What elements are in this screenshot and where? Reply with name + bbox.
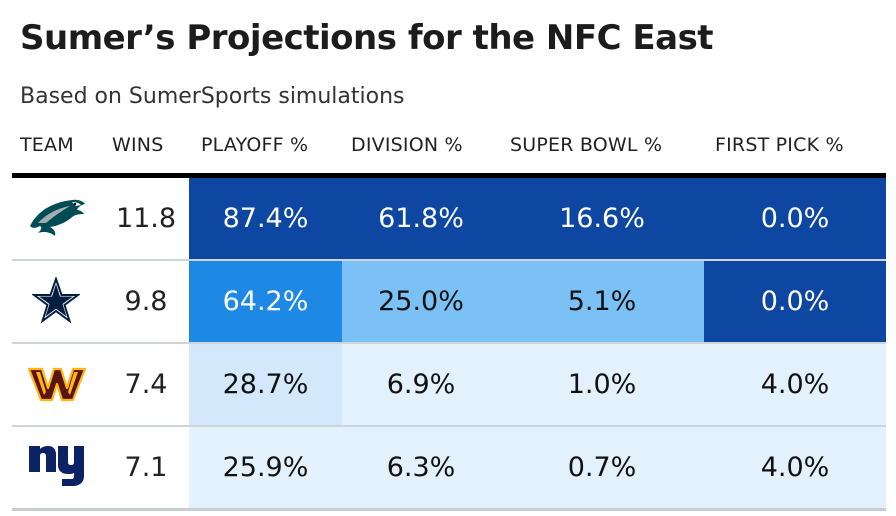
wins-cell: 7.1 <box>104 427 188 508</box>
playoff-cell: 64.2% <box>189 261 342 342</box>
division-cell: 6.9% <box>342 344 500 425</box>
wins-cell: 7.4 <box>104 344 188 425</box>
super-bowl-cell: 5.1% <box>500 261 704 342</box>
division-cell: 61.8% <box>342 178 500 259</box>
playoff-cell: 87.4% <box>189 178 342 259</box>
chart-subtitle: Based on SumerSports simulations <box>20 84 405 109</box>
chart-title: Sumer’s Projections for the NFC East <box>20 18 714 58</box>
table-row: 11.8 87.4% 61.8% 16.6% 0.0% <box>12 178 886 261</box>
wins-cell: 11.8 <box>104 178 188 259</box>
column-header-division: DIVISION % <box>351 134 463 156</box>
first-pick-cell: 4.0% <box>704 344 886 425</box>
column-header-wins: WINS <box>112 134 164 156</box>
cowboys-star-logo-icon <box>30 275 82 330</box>
row-divider <box>12 342 886 344</box>
column-header-first-pick: FIRST PICK % <box>715 134 844 156</box>
division-cell: 25.0% <box>342 261 500 342</box>
first-pick-cell: 4.0% <box>704 427 886 508</box>
column-header-team: TEAM <box>20 134 74 156</box>
first-pick-cell: 0.0% <box>704 178 886 259</box>
row-divider <box>12 259 886 261</box>
table-row: 9.8 64.2% 25.0% 5.1% 0.0% <box>12 261 886 344</box>
row-divider <box>12 425 886 427</box>
wins-cell: 9.8 <box>104 261 188 342</box>
table-row: 7.4 28.7% 6.9% 1.0% 4.0% <box>12 344 886 427</box>
column-header-super-bowl: SUPER BOWL % <box>510 134 663 156</box>
playoff-cell: 25.9% <box>189 427 342 508</box>
super-bowl-cell: 0.7% <box>500 427 704 508</box>
first-pick-cell: 0.0% <box>704 261 886 342</box>
giants-ny-logo-icon <box>26 440 88 495</box>
header-rule <box>12 173 886 178</box>
table-row: 7.1 25.9% 6.3% 0.7% 4.0% <box>12 427 886 511</box>
super-bowl-cell: 1.0% <box>500 344 704 425</box>
playoff-cell: 28.7% <box>189 344 342 425</box>
super-bowl-cell: 16.6% <box>500 178 704 259</box>
commanders-w-logo-icon <box>27 366 87 407</box>
eagles-logo-icon <box>28 196 86 245</box>
division-cell: 6.3% <box>342 427 500 508</box>
column-header-playoff: PLAYOFF % <box>201 134 309 156</box>
row-divider <box>12 508 886 511</box>
